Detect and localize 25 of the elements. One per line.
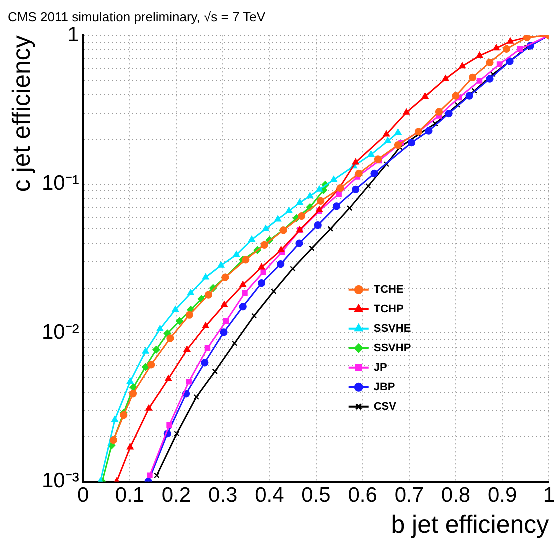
legend-label: SSVHE: [374, 322, 412, 335]
x-tick-label: 0.5: [302, 484, 331, 508]
y-tick-label: 1: [68, 23, 80, 46]
x-tick-label: 0.3: [208, 484, 238, 508]
x-axis-title: b jet efficiency: [391, 510, 550, 539]
x-tick-label: 1: [543, 484, 556, 508]
x-tick-label: 0.4: [255, 484, 285, 508]
x-tick-label: 0.1: [115, 484, 145, 508]
chart-title: CMS 2011 simulation preliminary, √s = 7 TeV: [8, 9, 266, 24]
x-tick-label: 0.9: [488, 484, 518, 508]
x-tick-label: 0.8: [441, 484, 471, 508]
y-tick-label: 10⁻²: [42, 320, 80, 344]
x-tick-label: 0.2: [162, 484, 192, 508]
legend-label: JP: [374, 362, 388, 374]
y-tick-label: 10⁻³: [42, 470, 80, 493]
legend-label: SSVHP: [374, 342, 412, 354]
y-axis-title: c jet efficiency: [8, 35, 36, 192]
legend-label: TCHE: [374, 284, 404, 296]
legend-label: JBP: [374, 381, 396, 394]
legend-label: CSV: [374, 400, 398, 413]
y-tick-label: 10⁻¹: [42, 172, 80, 196]
legend-label: TCHP: [374, 303, 404, 316]
x-tick-label: 0.7: [394, 484, 424, 508]
x-tick-label: 0: [78, 484, 90, 508]
x-tick-label: 0.6: [348, 484, 378, 508]
